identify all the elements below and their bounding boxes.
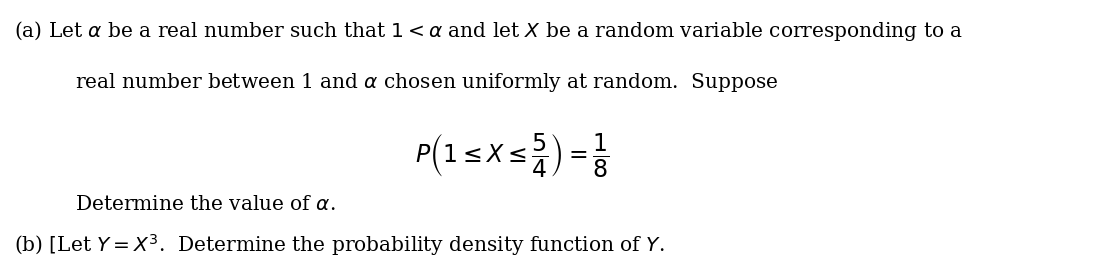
Text: (b) $[$Let $Y = X^3$.  Determine the probability density function of $Y$.: (b) $[$Let $Y = X^3$. Determine the prob… bbox=[13, 232, 664, 258]
Text: Determine the value of $\alpha$.: Determine the value of $\alpha$. bbox=[75, 195, 335, 214]
Text: $P\left(1 \leq X \leq \dfrac{5}{4}\right) = \dfrac{1}{8}$: $P\left(1 \leq X \leq \dfrac{5}{4}\right… bbox=[415, 131, 609, 179]
Text: real number between 1 and $\alpha$ chosen uniformly at random.  Suppose: real number between 1 and $\alpha$ chose… bbox=[75, 71, 778, 94]
Text: (a) Let $\alpha$ be a real number such that $1 < \alpha$ and let $X$ be a random: (a) Let $\alpha$ be a real number such t… bbox=[13, 19, 963, 43]
